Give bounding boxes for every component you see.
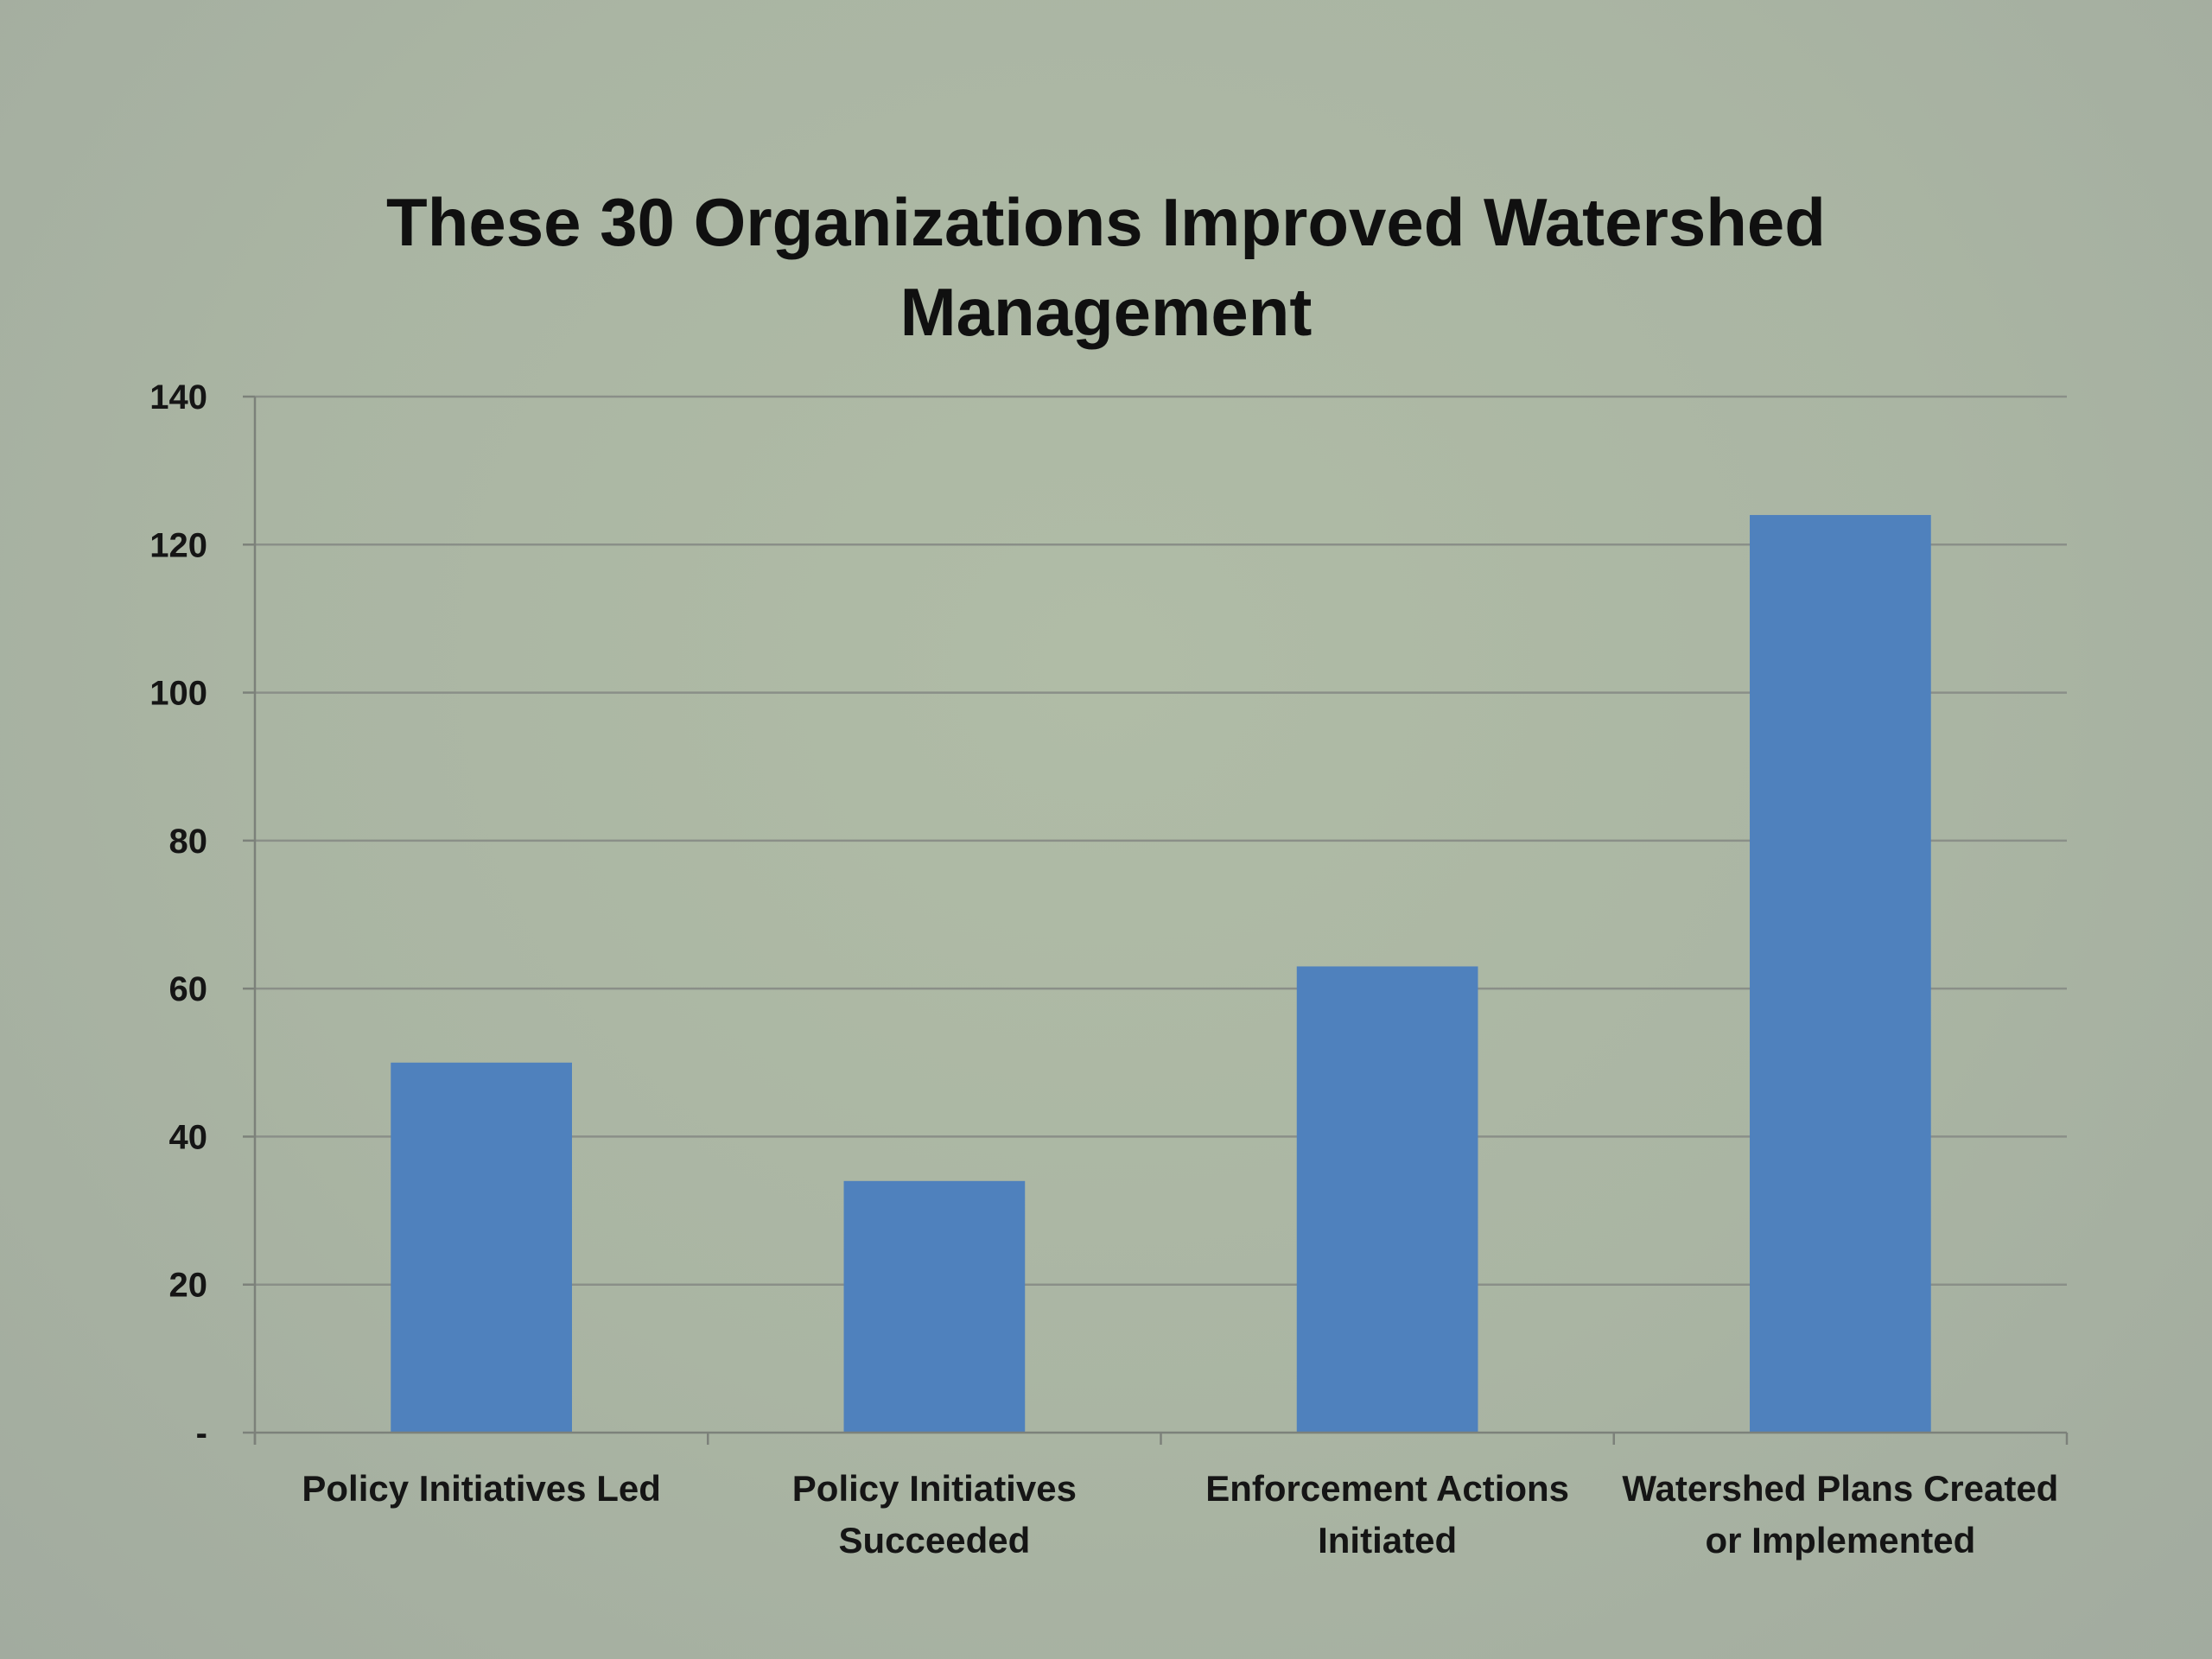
x-category-label: Succeeded (838, 1520, 1030, 1560)
x-category-label: Initiated (1318, 1520, 1457, 1560)
axes (243, 395, 2069, 1445)
y-tick-label: 120 (149, 526, 207, 564)
bar (1750, 515, 1931, 1433)
y-tick-label: - (196, 1414, 207, 1452)
x-category-label: Enforcement Actions (1205, 1468, 1569, 1509)
x-category-label: Policy Initiatives Led (302, 1468, 660, 1509)
bars (391, 515, 1931, 1433)
y-tick-label: 40 (169, 1118, 208, 1156)
y-tick-label: 80 (169, 823, 208, 861)
labels: - 20 40 60 80 100 120 140 Policy Initiatives Led… (149, 378, 2058, 1560)
x-category-label: or Implemented (1706, 1520, 1976, 1560)
x-category-label: Policy Initiatives (792, 1468, 1077, 1509)
y-tick-label: 20 (169, 1267, 208, 1305)
bar (843, 1180, 1026, 1433)
bar (1296, 966, 1478, 1433)
y-tick-label: 100 (149, 675, 207, 713)
bar (391, 1062, 572, 1433)
y-tick-label: 60 (169, 970, 208, 1008)
x-category-label: Watershed Plans Created (1622, 1468, 2058, 1509)
chart-title: These 30 Organizations Improved Watershe… (386, 184, 1826, 350)
y-tick-label: 140 (149, 378, 207, 416)
